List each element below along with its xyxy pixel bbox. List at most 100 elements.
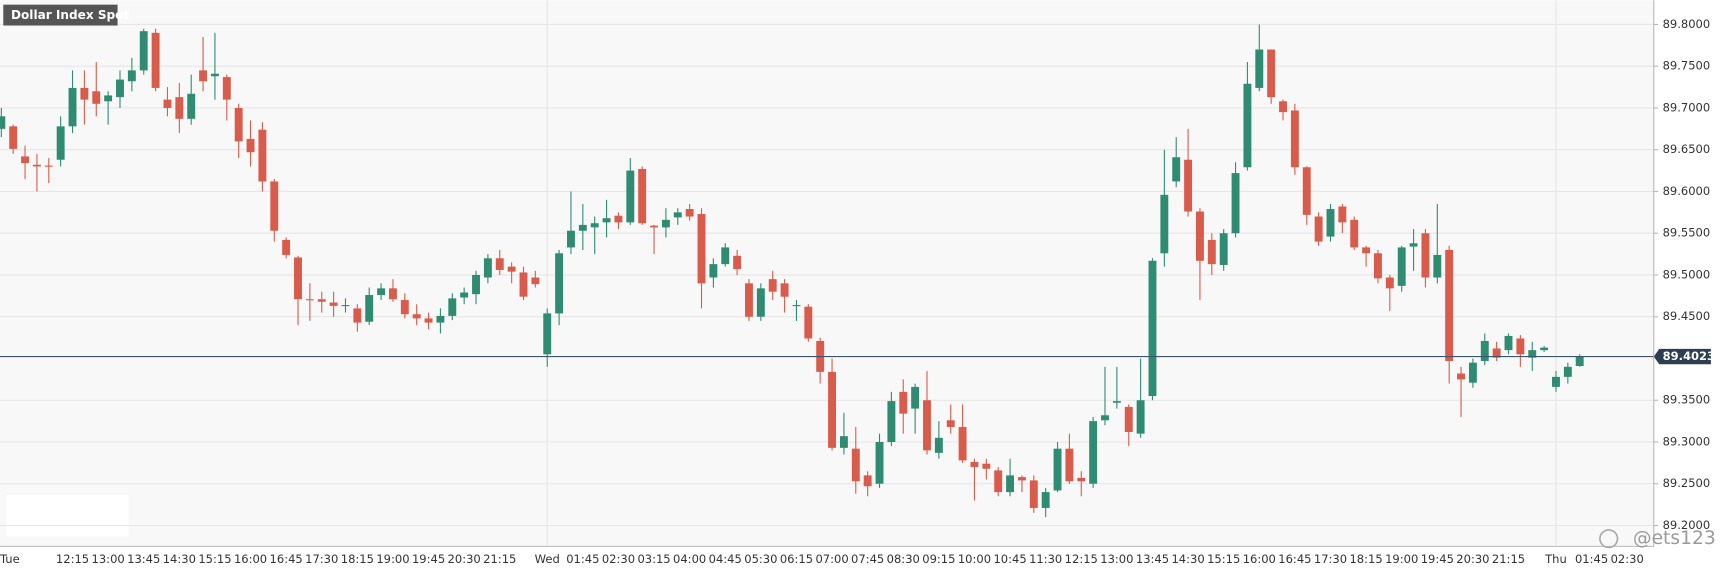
candle-body [828,371,837,448]
y-tick-label: 89.4500 [1663,309,1711,323]
candle-body [899,391,908,414]
blank-box [6,494,129,537]
candle-body [341,305,350,307]
candle-body [1124,406,1133,432]
x-tick-label: 20:30 [448,552,481,566]
x-tick-label: 16:45 [270,552,303,566]
x-tick-label: 04:45 [709,552,742,566]
candle-body [970,462,979,468]
x-tick-label: 12:15 [56,552,89,566]
candle-body [851,448,860,482]
candle-body [294,257,302,300]
candle-body [1219,233,1228,265]
candle-body [1362,247,1371,254]
x-tick-label: 19:45 [412,552,445,566]
watermark-logo [1599,529,1619,549]
y-tick-label: 89.3000 [1663,434,1711,448]
x-tick-label: 19:00 [376,552,409,566]
candle-body [68,87,77,127]
candle-body [1279,101,1287,113]
x-tick-label: Thu [1544,552,1567,566]
candle-body [1350,219,1359,248]
title-box [3,4,118,26]
candle-body [507,266,516,272]
candle-body [709,264,718,278]
candle-body [1160,194,1169,254]
x-tick-label: 01:45 [566,552,599,566]
candle-body [305,299,314,301]
candle-body [9,126,18,149]
candle-body [400,300,409,315]
current-price-label: 89.4023 [1663,349,1715,363]
overlay: 89.2000 89.2500 89.3000 89.3500 89.4500 89.50… [0,17,1715,566]
x-tick-label: 10:45 [993,552,1026,566]
candle-body [804,306,813,339]
candle-body [733,255,742,270]
candle-body [839,436,848,448]
candle-body [1492,348,1501,358]
x-tick-label: 17:30 [1314,552,1347,566]
x-tick-label: 14:30 [163,552,196,566]
candle-body [1148,260,1157,397]
candle-body [1041,492,1050,508]
candle-body [210,73,219,77]
x-tick-label: 15:15 [1207,552,1240,566]
candle-body [768,279,777,292]
candle-body [32,164,41,167]
candle-body [483,258,492,278]
candle-body [721,247,730,265]
candle-body [56,126,65,160]
x-tick-label: 21:15 [483,552,516,566]
candle-body [436,315,445,323]
candle-body [1433,254,1442,278]
x-tick-label: 05:30 [744,552,777,566]
candle-body [1184,159,1193,212]
candle-body [1397,247,1406,286]
candle-body [199,70,208,82]
x-tick-label: Tue [0,552,20,566]
candle-body [1112,401,1121,403]
candle-body [780,283,789,297]
y-tick-label: 89.2500 [1663,476,1711,490]
candle-body [1575,356,1584,367]
x-tick-label: 13:00 [92,552,125,566]
candle-body [424,318,433,323]
candle-body [578,224,587,231]
x-tick-label: 15:15 [198,552,231,566]
candle-body [1552,376,1560,387]
candle-body [388,288,397,300]
current-price-pointer [1653,348,1711,365]
candle-body [661,219,670,228]
candle-body [1207,239,1216,265]
candle-body [139,31,148,71]
x-tick-label: 10:00 [958,552,991,566]
x-tick-label: 18:15 [341,552,374,566]
y-tick-label: 89.2000 [1663,518,1711,532]
candle-body [543,313,552,355]
candle-body [1290,110,1299,168]
x-tick-label: 11:30 [1029,552,1062,566]
candle-body [44,165,53,167]
candle-body [1017,477,1026,481]
candle-body [353,308,362,323]
x-tick-label: 19:45 [1421,552,1454,566]
x-tick-label: 13:00 [1100,552,1133,566]
x-tick-label: 21:15 [1492,552,1525,566]
candle-body [911,386,920,409]
candle-body [875,441,884,484]
candle-body [697,214,706,284]
candle-body [1421,233,1430,278]
y-tick-label: 89.7500 [1663,59,1711,73]
x-tick-label: 13:45 [1136,552,1169,566]
plot-area [0,0,1654,546]
candle-body [923,400,931,451]
candle-body [1089,421,1098,484]
candle-body [555,253,564,314]
x-tick-label: 04:00 [673,552,706,566]
x-tick-label: 19:00 [1385,552,1418,566]
candle-body [1409,243,1418,247]
x-tick-label: 07:00 [815,552,848,566]
y-tick-label: 89.5500 [1663,226,1711,240]
candle-body [1338,206,1347,223]
